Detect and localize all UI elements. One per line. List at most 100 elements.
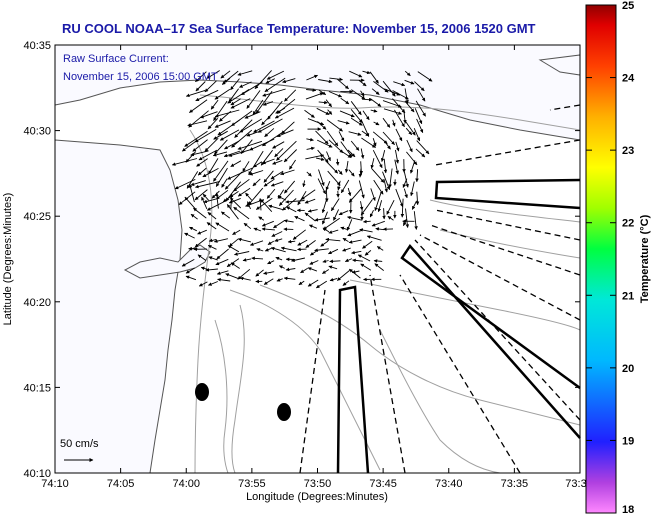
x-tick-label: 73:35 — [501, 478, 529, 490]
current-vector — [351, 89, 366, 100]
current-vector — [195, 71, 207, 83]
current-vector — [283, 149, 298, 163]
x-tick-label: 73:45 — [369, 478, 397, 490]
current-vector — [258, 216, 265, 221]
current-vector — [360, 148, 365, 159]
current-vector — [409, 160, 416, 174]
current-vector — [219, 129, 240, 141]
current-vector — [210, 99, 219, 110]
current-vector — [190, 213, 198, 220]
current-vector — [261, 220, 274, 227]
current-vector — [283, 219, 294, 223]
colorbar-ticks: 25 24 23 22 21 20 19 18 — [586, 0, 635, 516]
current-vector — [358, 180, 365, 199]
current-vector — [195, 89, 219, 102]
current-vector — [213, 130, 228, 140]
current-vector — [257, 118, 283, 133]
current-vector — [417, 88, 426, 102]
current-vector — [335, 158, 340, 166]
current-vector — [317, 149, 329, 163]
current-vector — [284, 180, 296, 194]
current-vector — [205, 268, 218, 272]
current-vector — [192, 139, 208, 152]
x-tick-label: 73:50 — [304, 478, 332, 490]
current-vector — [383, 140, 391, 150]
current-vector — [314, 217, 330, 222]
current-vector — [315, 157, 325, 161]
y-tick-label: 40:10 — [23, 468, 51, 480]
current-vector — [200, 111, 218, 119]
current-vector — [359, 201, 364, 211]
current-vector — [404, 79, 415, 85]
current-vector — [292, 229, 306, 240]
current-vector — [194, 189, 208, 201]
current-vector — [386, 199, 395, 215]
current-vector — [262, 88, 286, 97]
current-vector — [182, 140, 197, 152]
current-vector — [181, 259, 195, 267]
current-vector — [377, 200, 383, 213]
current-vector — [282, 198, 297, 211]
current-vector — [289, 159, 296, 170]
current-vector — [315, 130, 329, 145]
current-vector — [329, 277, 338, 282]
current-vector — [325, 237, 341, 242]
current-vector — [403, 188, 408, 199]
current-vector — [185, 275, 197, 281]
current-vector — [321, 198, 328, 214]
y-tick-label: 40:20 — [23, 297, 51, 309]
current-vector — [270, 246, 286, 253]
current-vector — [383, 158, 388, 174]
current-vector — [351, 250, 362, 255]
current-vector — [251, 256, 264, 261]
colorbar-tick-label: 19 — [622, 435, 634, 447]
current-vector — [214, 109, 240, 118]
current-vector — [283, 276, 296, 281]
current-vector — [305, 153, 325, 160]
current-vector — [294, 215, 305, 222]
current-vector — [267, 100, 283, 120]
current-vector — [242, 258, 252, 262]
current-vector — [272, 141, 285, 149]
current-vector — [304, 212, 316, 222]
colorbar-tick-label: 24 — [622, 73, 635, 85]
current-vector — [197, 254, 207, 261]
current-vector — [278, 265, 285, 269]
current-vector — [266, 188, 276, 199]
current-vector — [317, 121, 327, 130]
current-vector — [306, 171, 312, 177]
current-vector — [239, 81, 252, 88]
current-vector — [184, 196, 197, 211]
current-vector — [338, 210, 349, 216]
current-vector — [249, 170, 264, 176]
current-vector — [284, 89, 297, 102]
current-vector — [350, 140, 360, 151]
current-vector — [227, 245, 240, 253]
current-vector — [344, 258, 353, 263]
y-tick-label: 40:25 — [23, 211, 51, 223]
current-vector — [415, 191, 420, 206]
current-vector — [248, 187, 264, 206]
current-vector — [394, 109, 405, 128]
current-vector — [307, 267, 318, 272]
current-vector — [230, 160, 242, 167]
current-vector — [358, 168, 363, 178]
current-vector — [208, 256, 218, 261]
current-vector — [206, 222, 217, 230]
current-vector — [307, 118, 325, 126]
current-vector — [411, 200, 418, 210]
current-vector — [337, 78, 349, 90]
current-vector — [231, 110, 253, 127]
current-vector — [276, 140, 297, 161]
colorbar-tick-label: 20 — [622, 363, 634, 375]
current-vector — [267, 260, 275, 265]
current-vector — [230, 78, 240, 91]
station-marker — [277, 403, 291, 421]
current-vector — [372, 138, 377, 147]
current-vector — [272, 159, 283, 165]
current-vector — [350, 109, 363, 123]
current-vector — [274, 107, 295, 119]
current-vector — [347, 215, 362, 221]
current-vector — [360, 199, 373, 216]
map-title: RU COOL NOAA–17 Sea Surface Temperature:… — [62, 21, 536, 36]
